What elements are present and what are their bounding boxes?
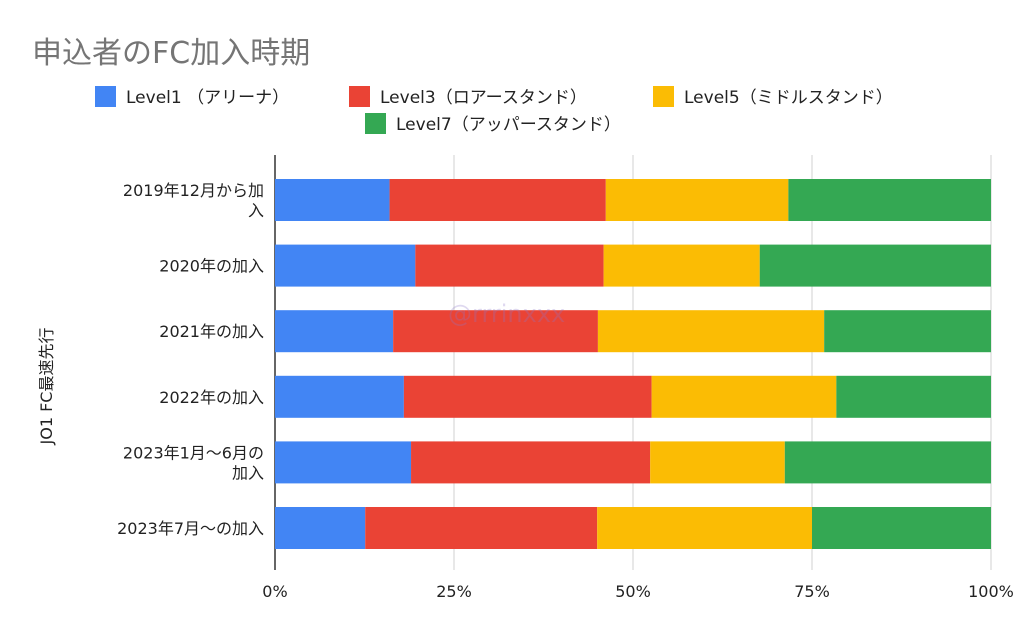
category-label: 2019年12月から加 — [123, 181, 264, 200]
legend-swatch — [365, 113, 386, 134]
bar-segment — [275, 244, 416, 287]
watermark: @rrrinxxx — [448, 300, 566, 328]
legend-swatch — [95, 86, 116, 107]
bar-segment — [275, 375, 404, 418]
bar-segment — [651, 375, 837, 418]
bar-segment — [784, 441, 991, 484]
bar-segment — [403, 375, 652, 418]
bar-segment — [411, 441, 651, 484]
bar-segment — [605, 179, 789, 221]
category-label: 加入 — [232, 463, 264, 482]
y-axis-title: JO1 FC最速先行 — [37, 328, 56, 446]
bar-segment — [812, 507, 991, 549]
x-tick-label: 25% — [436, 582, 472, 601]
gridlines — [274, 155, 992, 570]
bar-segment — [275, 507, 366, 549]
bar-segment — [393, 310, 598, 353]
bar-segment — [597, 310, 825, 353]
value-axis: 0% 25% 50% 75% 100% — [262, 582, 1014, 601]
bar-segment — [788, 179, 991, 221]
bar-segment — [275, 179, 390, 221]
bar-segment — [603, 244, 760, 287]
legend: Level1 （アリーナ） Level3（ロアースタンド） Level5（ミドルスタ… — [95, 86, 893, 135]
legend-label: Level5（ミドルスタンド） — [684, 88, 893, 108]
x-tick-label: 75% — [794, 582, 830, 601]
category-label: 2023年1月〜6月の — [123, 443, 264, 462]
bar-segment — [365, 507, 598, 549]
bar-segment — [824, 310, 991, 353]
bar-segment — [275, 441, 412, 484]
bar-segment — [597, 507, 812, 549]
category-label: 2022年の加入 — [159, 388, 264, 407]
bar-segment — [389, 179, 606, 221]
bar-segment — [650, 441, 785, 484]
category-label: 2023年7月〜の加入 — [117, 519, 264, 538]
bar-segment — [415, 244, 604, 287]
bars — [275, 179, 991, 549]
x-tick-label: 0% — [262, 582, 287, 601]
bar-segment — [275, 310, 394, 353]
category-label: 入 — [248, 201, 264, 220]
bar-segment — [836, 375, 991, 418]
legend-swatch — [653, 86, 674, 107]
legend-label: Level3（ロアースタンド） — [380, 88, 587, 108]
legend-swatch — [349, 86, 370, 107]
legend-label: Level7（アッパースタンド） — [396, 115, 621, 135]
category-label: 2020年の加入 — [159, 257, 264, 276]
legend-label: Level1 （アリーナ） — [126, 88, 289, 108]
chart-title: 申込者のFC加入時期 — [32, 36, 311, 71]
category-label: 2021年の加入 — [159, 322, 264, 341]
bar-segment — [759, 244, 991, 287]
x-tick-label: 50% — [615, 582, 651, 601]
x-tick-label: 100% — [968, 582, 1014, 601]
